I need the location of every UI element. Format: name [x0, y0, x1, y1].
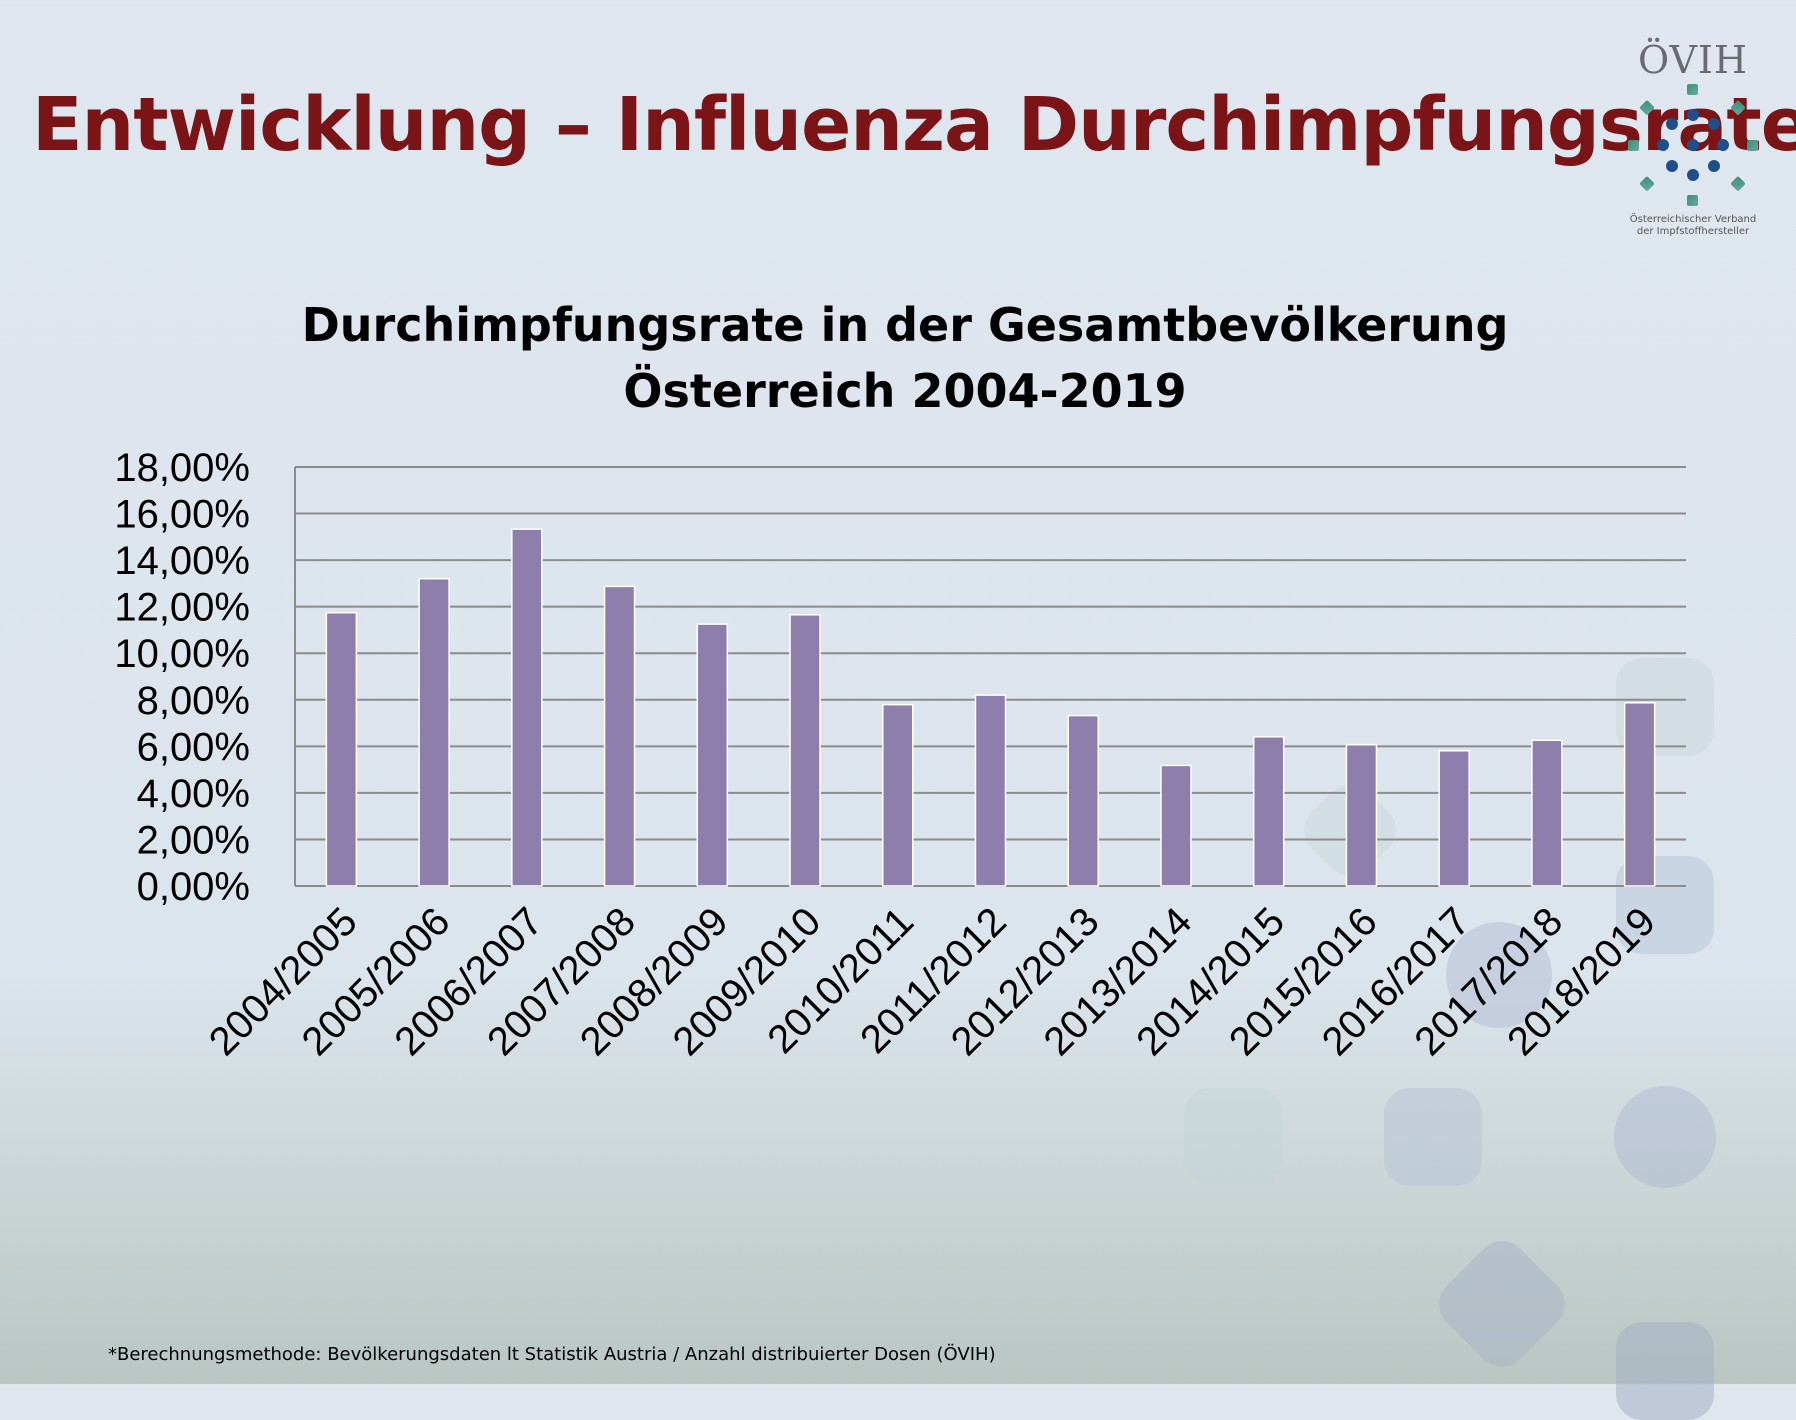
bar-2016-2017: [1438, 750, 1470, 887]
y-tick-label: 16,00%: [114, 493, 250, 537]
logo-dots-icon: [1628, 84, 1758, 206]
decorative-shape: [1384, 1088, 1482, 1186]
footnote: *Berechnungsmethode: Bevölkerungsdaten l…: [108, 1344, 996, 1365]
bar-2011-2012: [974, 694, 1007, 887]
bar-2015-2016: [1345, 743, 1378, 887]
decorative-shape: [1446, 922, 1552, 1028]
bar-2006-2007: [511, 528, 543, 887]
decorative-shape: [1616, 1322, 1714, 1420]
chart-title-line-2: Österreich 2004-2019: [623, 364, 1187, 418]
y-tick-label: 12,00%: [114, 586, 250, 630]
y-tick-label: 14,00%: [114, 539, 250, 583]
y-tick-label: 2,00%: [137, 818, 250, 862]
bar-2010-2011: [882, 703, 914, 887]
bar-2018-2019: [1623, 702, 1656, 887]
chart-title-line-1: Durchimpfungsrate in der Gesamtbevölkeru…: [301, 298, 1509, 352]
bar-2009-2010: [789, 614, 821, 887]
y-tick-label: 0,00%: [137, 865, 250, 909]
chart-title: Durchimpfungsrate in der Gesamtbevölkeru…: [0, 292, 1796, 424]
logo-subtitle-2: der Impfstoffhersteller: [1636, 226, 1750, 237]
logo-subtitle-1: Österreichischer Verband: [1629, 214, 1757, 225]
decorative-shape: [1184, 1088, 1282, 1186]
oevih-logo: ÖVIH Österreichischer Verband der Impfst…: [1620, 38, 1766, 238]
logo-text: ÖVIH: [1637, 38, 1749, 82]
y-tick-label: 18,00%: [114, 446, 250, 490]
bar-2017-2018: [1531, 739, 1563, 887]
y-tick-label: 10,00%: [114, 632, 250, 676]
bar-2008-2009: [696, 623, 729, 887]
bar-2013-2014: [1160, 764, 1192, 887]
y-tick-label: 4,00%: [137, 772, 250, 816]
y-tick-label: 8,00%: [137, 679, 250, 723]
bar-2007-2008: [603, 585, 636, 887]
bar-2005-2006: [418, 577, 450, 887]
bar-chart: 0,00%2,00%4,00%6,00%8,00%10,00%12,00%14,…: [114, 446, 1686, 1064]
bar-2014-2015: [1252, 736, 1285, 887]
y-tick-label: 6,00%: [137, 725, 250, 769]
slide-title: Entwicklung – Influenza Durchimpfungsrat…: [32, 82, 1796, 168]
bar-2012-2013: [1067, 714, 1099, 887]
decorative-shape: [1614, 1086, 1716, 1188]
bar-2004-2005: [325, 611, 358, 887]
